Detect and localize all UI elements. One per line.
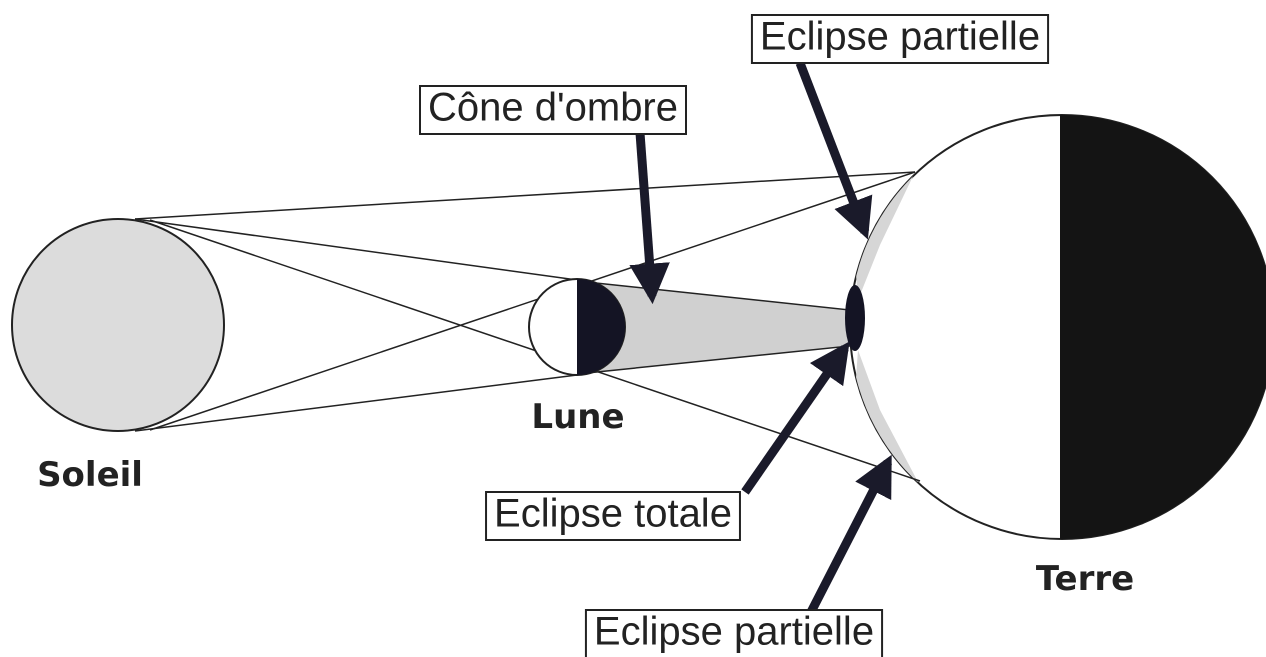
moon: [529, 279, 625, 375]
sun-label: Soleil: [37, 455, 143, 495]
callout-text: Eclipse partielle: [760, 15, 1040, 59]
moon-label: Lune: [531, 397, 624, 437]
callout-text: Cône d'ombre: [428, 86, 678, 130]
callout: Eclipse partielle: [752, 15, 1048, 63]
callout: Cône d'ombre: [420, 86, 686, 134]
callout: Eclipse partielle: [586, 610, 882, 657]
sun: [12, 219, 224, 431]
total-eclipse-zone: [845, 285, 865, 351]
eclipse-diagram: Soleil Lune Terre Cône d'ombre Eclipse p…: [0, 0, 1266, 657]
callout-text: Eclipse totale: [494, 492, 732, 536]
callout: Eclipse totale: [486, 492, 740, 540]
callout-text: Eclipse partielle: [594, 610, 874, 654]
earth-label: Terre: [1036, 559, 1134, 599]
